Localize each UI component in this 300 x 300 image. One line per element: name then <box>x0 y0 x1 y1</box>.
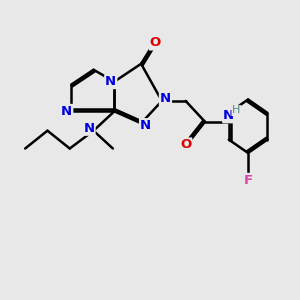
Text: N: N <box>61 105 72 118</box>
Text: N: N <box>105 75 116 88</box>
Text: H: H <box>232 106 240 116</box>
Text: N: N <box>223 109 234 122</box>
Text: N: N <box>140 119 151 132</box>
Text: F: F <box>244 174 253 187</box>
Text: O: O <box>180 138 191 152</box>
Text: N: N <box>160 92 171 105</box>
Text: O: O <box>150 37 161 50</box>
Text: N: N <box>83 122 94 135</box>
